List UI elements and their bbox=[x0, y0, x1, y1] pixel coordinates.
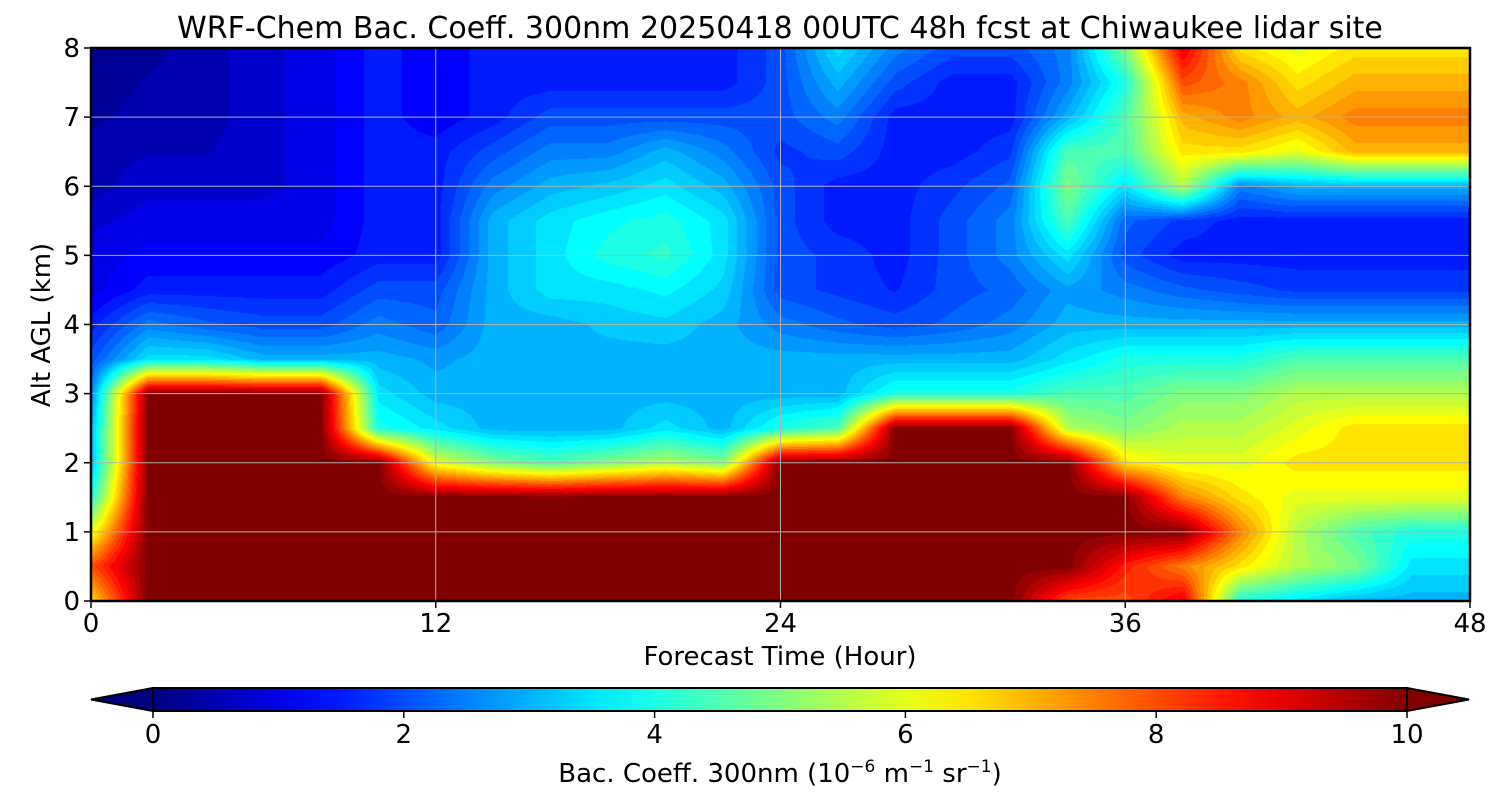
colorbar-label: Bac. Coeff. 300nm (10−6 m−1 sr−1) bbox=[558, 757, 1001, 789]
y-tick-label: 8 bbox=[63, 34, 80, 64]
y-tick-label: 3 bbox=[63, 380, 80, 410]
x-tick-label: 24 bbox=[764, 609, 797, 639]
colorbar-tick-label: 2 bbox=[396, 720, 413, 750]
colorbar-tick-label: 4 bbox=[646, 720, 663, 750]
y-tick-label: 7 bbox=[63, 103, 80, 133]
y-tick-label: 6 bbox=[63, 172, 80, 202]
y-tick-label: 2 bbox=[63, 449, 80, 479]
colorbar-body bbox=[152, 687, 1408, 712]
y-tick-label: 4 bbox=[63, 311, 80, 341]
colorbar-overflow-arrow bbox=[1406, 686, 1470, 713]
x-tick-label: 36 bbox=[1109, 609, 1142, 639]
colorbar-tick-label: 10 bbox=[1390, 720, 1423, 750]
colorbar-tick-label: 8 bbox=[1148, 720, 1165, 750]
y-tick-label: 1 bbox=[63, 518, 80, 548]
colorbar-ticks: 0 2 4 6 8 10 bbox=[145, 711, 1424, 750]
x-tick-label: 48 bbox=[1453, 609, 1486, 639]
x-tick-label: 12 bbox=[419, 609, 452, 639]
colorbar: 0 2 4 6 8 10 bbox=[90, 686, 1470, 750]
x-axis-label: Forecast Time (Hour) bbox=[643, 642, 916, 672]
colorbar-tick-label: 6 bbox=[897, 720, 914, 750]
x-axis-ticks: 0 12 24 36 48 bbox=[83, 601, 1487, 639]
y-axis-ticks: 0 1 2 3 4 5 6 7 8 bbox=[63, 34, 91, 617]
grid-lines bbox=[91, 48, 1470, 601]
x-tick-label: 0 bbox=[83, 609, 100, 639]
y-tick-label: 5 bbox=[63, 241, 80, 271]
colorbar-underflow-arrow bbox=[90, 686, 154, 713]
colorbar-tick-label: 0 bbox=[145, 720, 162, 750]
y-tick-label: 0 bbox=[63, 587, 80, 617]
y-axis-label: Alt AGL (km) bbox=[27, 243, 57, 407]
chart-title: WRF-Chem Bac. Coeff. 300nm 20250418 00UT… bbox=[177, 11, 1383, 46]
